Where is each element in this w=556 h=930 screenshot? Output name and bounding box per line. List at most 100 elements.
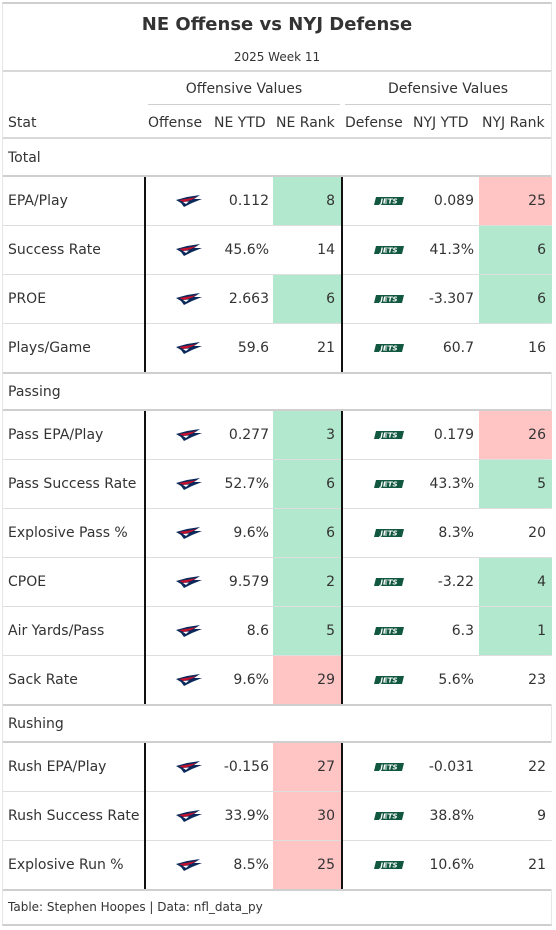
svg-text:JETS: JETS [378,530,397,538]
table-row: Pass Success Rate 52.7% 6 JETS 43.3% 5 [3,460,552,509]
svg-text:JETS: JETS [378,862,397,870]
stat-label: Rush EPA/Play [8,759,107,775]
nyj-rank-value: 4 [479,558,552,606]
jets-logo-icon: JETS [374,841,404,889]
jets-logo-icon: JETS [374,607,404,655]
ne-rank-value: 21 [273,324,341,372]
nyj-ytd-value: -0.031 [428,759,474,775]
nyj-rank-value: 1 [479,607,552,655]
offense-divider [144,743,146,890]
nyj-rank-value: 6 [479,275,552,323]
group-header-passing: Passing [3,373,551,411]
group-header-rushing: Rushing [3,705,551,743]
column-header-defense: Defense [345,115,403,131]
patriots-logo-icon [175,743,203,791]
table-row: CPOE 9.579 2 JETS -3.22 4 [3,558,552,607]
ne-rank-value: 29 [273,656,341,704]
patriots-logo-icon [175,460,203,508]
defense-divider [341,177,343,373]
ne-rank-value: 14 [273,226,341,274]
spanner-offensive-rule [148,104,340,105]
ne-ytd-value: 8.5% [233,857,269,873]
defense-divider [341,743,343,890]
svg-text:JETS: JETS [378,247,397,255]
jets-logo-icon: JETS [374,177,404,225]
ne-ytd-value: 33.9% [224,808,269,824]
ne-ytd-value: 59.6 [237,340,269,356]
stat-label: Explosive Run % [8,857,124,873]
column-header-stat: Stat [8,115,37,131]
patriots-logo-icon [175,792,203,840]
spanner-offensive: Offensive Values [185,81,303,97]
patriots-logo-icon [175,324,203,372]
ne-ytd-value: 52.7% [224,476,269,492]
table-row: Plays/Game 59.6 21 JETS 60.7 16 [3,324,552,373]
ne-rank-value: 8 [273,177,341,225]
jets-logo-icon: JETS [374,656,404,704]
ne-rank-value: 6 [273,460,341,508]
ne-rank-value: 6 [273,275,341,323]
column-header-nyj-rank: NYJ Rank [482,115,545,131]
group-bottom-divider [3,889,551,891]
table-row: PROE 2.663 6 JETS -3.307 6 [3,275,552,324]
defense-divider [341,411,343,705]
patriots-logo-icon [175,509,203,557]
table-row: Sack Rate 9.6% 29 JETS 5.6% 23 [3,656,552,705]
patriots-logo-icon [175,841,203,889]
nyj-ytd-value: 5.6% [438,672,474,688]
jets-logo-icon: JETS [374,509,404,557]
group-bottom-divider [3,704,551,706]
jets-logo-icon: JETS [374,792,404,840]
svg-text:JETS: JETS [378,579,397,587]
stat-label: Pass Success Rate [8,476,137,492]
nyj-rank-value: 16 [479,324,552,372]
column-header-divider [3,137,551,139]
table-row: EPA/Play 0.112 8 JETS 0.089 25 [3,177,552,226]
stat-label: PROE [8,291,47,307]
jets-logo-icon: JETS [374,558,404,606]
stat-label: EPA/Play [8,193,68,209]
ne-rank-value: 25 [273,841,341,889]
svg-text:JETS: JETS [378,296,397,304]
ne-rank-value: 5 [273,607,341,655]
nyj-ytd-value: 8.3% [438,525,474,541]
table-subtitle: 2025 Week 11 [233,50,321,64]
ne-ytd-value: -0.156 [223,759,269,775]
jets-logo-icon: JETS [374,460,404,508]
table-row: Explosive Pass % 9.6% 6 JETS 8.3% 20 [3,509,552,558]
patriots-logo-icon [175,558,203,606]
ne-rank-value: 30 [273,792,341,840]
nyj-ytd-value: 60.7 [442,340,474,356]
svg-text:JETS: JETS [378,628,397,636]
svg-text:JETS: JETS [378,677,397,685]
nyj-rank-value: 21 [479,841,552,889]
stat-label: Success Rate [8,242,101,258]
ne-ytd-value: 8.6 [246,623,269,639]
table-row: Rush EPA/Play -0.156 27 JETS -0.031 22 [3,743,552,792]
nyj-rank-value: 6 [479,226,552,274]
column-header-ne-ytd: NE YTD [214,115,266,131]
stat-label: Explosive Pass % [8,525,128,541]
patriots-logo-icon [175,275,203,323]
table-row: Air Yards/Pass 8.6 5 JETS 6.3 1 [3,607,552,656]
table-footer: Table: Stephen Hoopes | Data: nfl_data_p… [8,900,263,914]
patriots-logo-icon [175,656,203,704]
stat-label: Sack Rate [8,672,78,688]
nyj-ytd-value: 10.6% [429,857,474,873]
ne-ytd-value: 0.112 [228,193,269,209]
ne-rank-value: 2 [273,558,341,606]
spanner-defensive-rule [345,104,551,105]
ne-ytd-value: 9.6% [233,525,269,541]
stat-label: Pass EPA/Play [8,427,104,443]
nyj-ytd-value: -3.22 [437,574,474,590]
ne-rank-value: 3 [273,411,341,459]
ne-ytd-value: 2.663 [228,291,269,307]
patriots-logo-icon [175,607,203,655]
nyj-rank-value: 22 [479,743,552,791]
nyj-ytd-value: 41.3% [429,242,474,258]
stat-label: Rush Success Rate [8,808,140,824]
column-header-ne-rank: NE Rank [276,115,335,131]
nyj-rank-value: 20 [479,509,552,557]
stat-label: Air Yards/Pass [8,623,105,639]
column-header-nyj-ytd: NYJ YTD [413,115,469,131]
